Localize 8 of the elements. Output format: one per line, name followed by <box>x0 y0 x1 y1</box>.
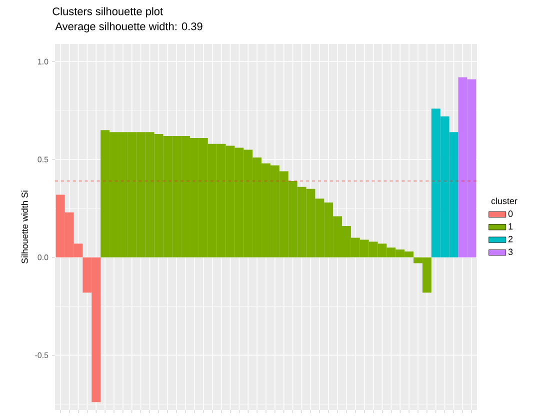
legend-label: 0 <box>508 210 513 217</box>
chart-title: Clusters silhouette plot <box>52 7 163 18</box>
chart-subtitle: Average silhouette width: 0.39 <box>55 22 202 32</box>
legend-title: cluster <box>491 198 518 204</box>
legend-label: 2 <box>508 236 513 242</box>
legend-label: 3 <box>508 248 513 256</box>
y-axis-title: Silhouette width Si <box>21 190 28 264</box>
legend-label: 1 <box>508 223 513 230</box>
